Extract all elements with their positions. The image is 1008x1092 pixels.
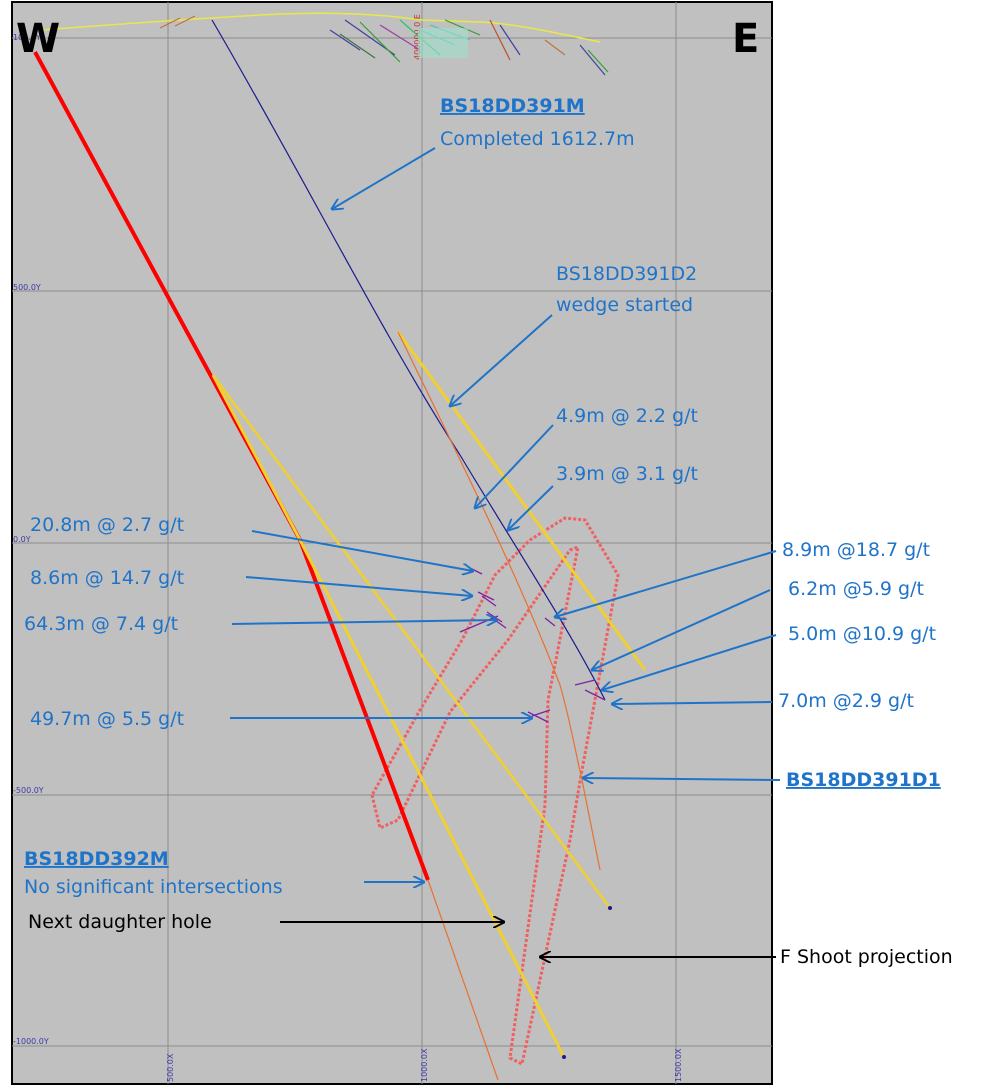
arrow-intersection-m1: [508, 485, 554, 530]
hole-label-bs18dd391m: BS18DD391M: [440, 95, 585, 117]
easting-label: 400000.0 E: [413, 14, 422, 60]
topography-line: [39, 12, 601, 43]
intersection-label-l1: 8.6m @ 14.7 g/t: [30, 567, 184, 589]
hole-status-bs18dd391m: Completed 1612.7m: [440, 128, 635, 150]
intersection-label-r3: 7.0m @2.9 g/t: [778, 690, 914, 712]
arrow-intersection-r3: [612, 702, 773, 704]
east-label: E: [732, 16, 759, 62]
arrow-intersection-r0: [555, 550, 777, 617]
hole-bs18dd392m-extension: [427, 879, 499, 1081]
arrow-intersection-l0: [251, 530, 473, 571]
x-label-1000: 1000.0X: [420, 1048, 429, 1082]
arrow-bs18dd391m: [332, 147, 436, 209]
hole-bs18dd391d1-trace: [397, 331, 601, 871]
hole-end-marker-2: [562, 1055, 566, 1059]
intersection-label-m1: 3.9m @ 3.1 g/t: [556, 463, 698, 485]
hole-status-bs18dd392m: No significant intersections: [24, 876, 283, 898]
hole-end-marker: [608, 906, 612, 910]
y-label-500: 500.0Y: [13, 283, 41, 292]
arrow-bs18dd391d2: [450, 314, 553, 406]
y-label-minus1000: -1000.0Y: [13, 1037, 49, 1046]
hole-label-bs18dd391d2-line2: wedge started: [556, 294, 693, 316]
intersection-label-l3: 49.7m @ 5.5 g/t: [30, 708, 184, 730]
f-shoot-outline: [370, 516, 620, 1067]
hole-label-bs18dd391d2: BS18DD391D2: [556, 263, 697, 285]
x-label-1500: 1500.0X: [674, 1048, 683, 1082]
arrow-intersection-r2: [602, 634, 777, 690]
y-label-top: 100.0Y: [13, 33, 41, 42]
intersection-label-m0: 4.9m @ 2.2 g/t: [556, 405, 698, 427]
intersection-label-l0: 20.8m @ 2.7 g/t: [30, 514, 184, 536]
y-label-0: 0.0Y: [13, 535, 31, 544]
y-label-minus500: -500.0Y: [13, 786, 44, 795]
intersection-label-r0: 8.9m @18.7 g/t: [782, 539, 930, 561]
surface-cluster: [418, 28, 468, 58]
west-label: W: [16, 16, 60, 62]
arrow-intersection-m0: [475, 424, 554, 508]
arrow-bs18dd391d1: [583, 778, 781, 780]
hole-daughter-trace-b: [211, 374, 612, 909]
arrow-intersection-l2: [231, 620, 497, 624]
next-daughter-label: Next daughter hole: [28, 911, 212, 933]
f-shoot-label: F Shoot projection: [780, 946, 953, 968]
arrow-intersection-r1: [592, 589, 771, 670]
hole-bs18dd391d2-trace: [396, 331, 647, 671]
intersection-label-r2: 5.0m @10.9 g/t: [788, 623, 936, 645]
x-label-500: 500.0X: [166, 1053, 175, 1082]
hole-label-bs18dd392m: BS18DD392M: [24, 848, 169, 870]
intersection-label-l2: 64.3m @ 7.4 g/t: [24, 613, 178, 635]
grid-lines: [12, 2, 772, 1084]
hole-label-bs18dd391d1: BS18DD391D1: [786, 769, 941, 791]
arrow-intersection-l1: [245, 576, 472, 596]
intersection-label-r1: 6.2m @5.9 g/t: [788, 578, 924, 600]
